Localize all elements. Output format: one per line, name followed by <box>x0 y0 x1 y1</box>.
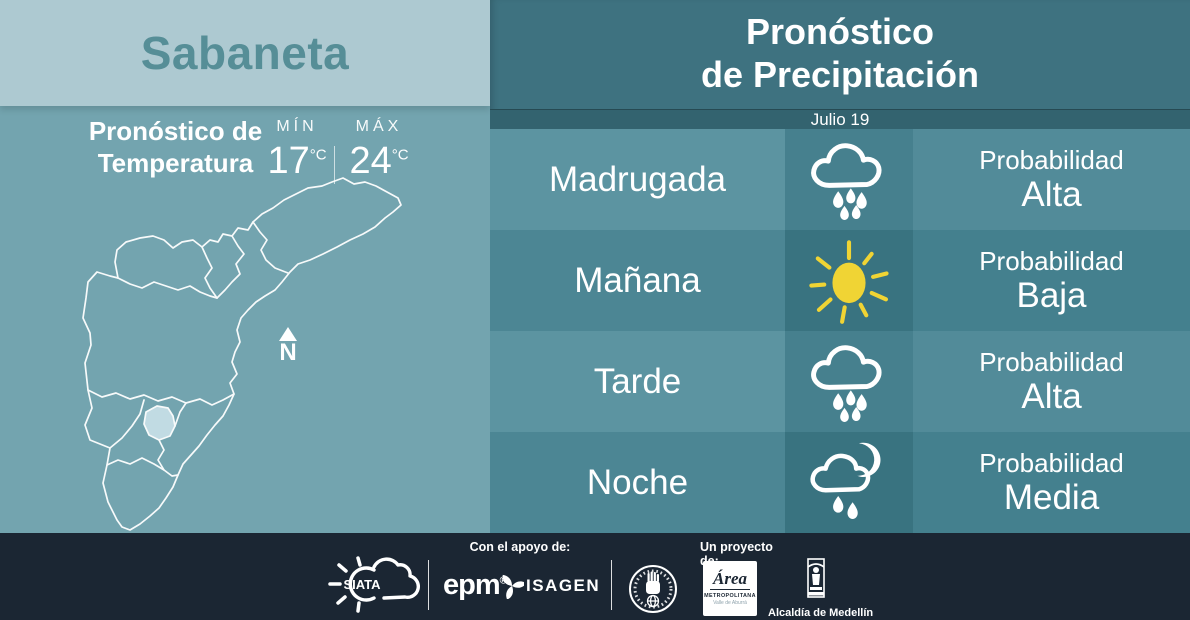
north-indicator: N <box>272 327 304 365</box>
degree-unit: °C <box>391 146 409 164</box>
precipitation-panel: Pronóstico de Precipitación Julio 19 Mad… <box>490 0 1190 533</box>
period-label: Tarde <box>593 361 682 401</box>
precipitation-title: Pronóstico de Precipitación <box>490 10 1190 96</box>
municipality-border <box>216 235 245 299</box>
probability-label: Probabilidad <box>979 347 1124 377</box>
temperature-title-line2: Temperatura <box>97 148 254 178</box>
alcaldia-caption: Alcaldía de Medellín <box>768 607 874 619</box>
sabaneta-highlight <box>143 405 176 441</box>
temperature-title-line1: Pronóstico de <box>88 116 263 146</box>
min-value: 17°C <box>267 140 327 182</box>
moon-rain-icon <box>810 442 881 519</box>
forecast-rows: Madrugada <box>490 129 1190 533</box>
max-temperature: MÁX 24°C <box>346 118 412 183</box>
isagen-label: ISAGEN <box>526 576 601 595</box>
probability-value: Media <box>1003 478 1100 517</box>
municipality-border <box>87 389 235 406</box>
max-label: MÁX <box>355 118 403 135</box>
precipitation-title-line1: Pronóstico <box>745 11 934 52</box>
aburra-valley-map <box>82 177 402 531</box>
north-arrow-icon <box>279 327 297 341</box>
forecast-date: Julio 19 <box>490 109 1190 130</box>
footer-divider <box>611 560 612 610</box>
alcaldia-medellin-logo: Alcaldía de Medellín <box>768 557 874 619</box>
footer-divider <box>428 560 429 610</box>
epm-logo: epm® <box>443 569 507 601</box>
minmax-divider <box>334 146 335 184</box>
probability-label: Probabilidad <box>979 246 1124 276</box>
probability-label: Probabilidad <box>979 145 1124 175</box>
min-temperature: MÍN 17°C <box>266 118 328 183</box>
medellin-seal-logo <box>629 565 677 613</box>
forecast-row-noche: Noche Probabilidad Media <box>490 432 1190 533</box>
rain-cloud-icon <box>811 344 882 422</box>
period-label: Mañana <box>574 260 701 300</box>
north-label: N <box>279 339 297 366</box>
temperature-forecast-block: Pronóstico de Temperatura MÍN 17°C MÁX 2… <box>0 106 490 216</box>
city-band: Sabaneta <box>0 0 490 106</box>
forecast-row-madrugada: Madrugada <box>490 129 1190 230</box>
area-metropolitana-logo: Área METROPOLITANA Valle de Aburrá <box>703 561 757 616</box>
footer-bar: Con el apoyo de: Un proyecto de: SIATA e… <box>0 533 1190 620</box>
city-title: Sabaneta <box>140 27 350 79</box>
sun-icon <box>809 239 889 324</box>
temperature-title: Pronóstico de Temperatura <box>78 115 273 179</box>
siata-logo: SIATA <box>328 556 420 613</box>
period-label: Noche <box>586 462 689 502</box>
municipality-border <box>201 246 218 299</box>
period-label: Madrugada <box>548 159 727 199</box>
degree-unit: °C <box>309 146 327 164</box>
forecast-row-tarde: Tarde Probabil <box>490 331 1190 432</box>
isagen-pinwheel-icon <box>502 574 524 599</box>
max-value: 24°C <box>349 140 409 182</box>
valley-outer-boundary <box>82 177 402 531</box>
probability-label: Probabilidad <box>979 448 1124 478</box>
min-label: MÍN <box>276 118 318 135</box>
municipality-border <box>117 277 218 299</box>
probability-value: Baja <box>1016 276 1087 315</box>
municipality-border <box>106 457 179 477</box>
registered-mark: ® <box>499 575 507 587</box>
municipality-border <box>109 399 145 449</box>
alcaldia-statue-icon <box>807 558 825 598</box>
isagen-logo: ISAGEN <box>500 573 600 599</box>
municipality-border <box>252 221 289 274</box>
area-logo-script: Área <box>710 569 750 590</box>
municipality-border <box>157 402 187 471</box>
precipitation-title-line2: de Precipitación <box>700 54 980 95</box>
area-logo-sub: Valle de Aburrá <box>713 600 747 606</box>
probability-value: Alta <box>1021 175 1082 214</box>
support-label: Con el apoyo de: <box>469 540 571 554</box>
rain-cloud-icon <box>811 142 882 220</box>
forecast-row-manana: Mañana <box>490 230 1190 331</box>
svg-text:SIATA: SIATA <box>343 577 381 592</box>
area-logo-name: METROPOLITANA <box>704 593 756 599</box>
left-panel: Sabaneta Pronóstico de Temperatura MÍN 1… <box>0 0 490 533</box>
probability-value: Alta <box>1021 377 1082 416</box>
